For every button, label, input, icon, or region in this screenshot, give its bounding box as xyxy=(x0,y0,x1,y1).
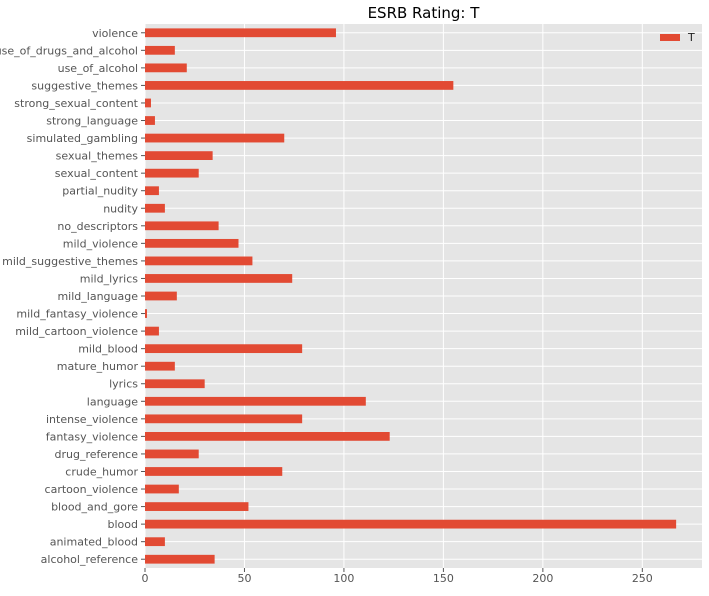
bar-language xyxy=(145,396,366,406)
bar-cartoon-violence xyxy=(145,484,179,494)
bar-mild-blood xyxy=(145,344,303,354)
legend-label: T xyxy=(687,31,695,44)
bar-partial-nudity xyxy=(145,186,159,196)
bar-simulated-gambling xyxy=(145,133,285,143)
y-tick-label: no_descriptors xyxy=(57,220,138,233)
x-tick-label: 100 xyxy=(333,572,354,585)
y-tick-label: intense_violence xyxy=(46,413,138,426)
bar-no-descriptors xyxy=(145,221,219,231)
y-tick-label: alcohol_reference xyxy=(41,553,139,566)
bar-suggestive-themes xyxy=(145,81,454,90)
y-tick-label: mild_lyrics xyxy=(80,272,139,285)
bar-strong-sexual-content xyxy=(145,98,151,108)
y-tick-label: simulated_gambling xyxy=(27,132,138,145)
x-tick-label: 150 xyxy=(433,572,454,585)
y-tick-label: lyrics xyxy=(109,378,138,391)
y-tick-label: animated_blood xyxy=(50,536,138,549)
y-tick-label: violence xyxy=(92,27,138,40)
x-tick-label: 250 xyxy=(632,572,653,585)
y-tick-label: strong_language xyxy=(46,115,138,128)
y-tick-label: crude_humor xyxy=(65,465,138,478)
x-tick-label: 50 xyxy=(237,572,251,585)
bar-fantasy-violence xyxy=(145,432,390,441)
bar-alcohol-reference xyxy=(145,554,215,564)
y-tick-label: cartoon_violence xyxy=(45,483,139,496)
bar-drug-reference xyxy=(145,449,199,459)
bar-mild-suggestive-themes xyxy=(145,256,253,266)
x-tick-label: 200 xyxy=(532,572,553,585)
bar-mild-violence xyxy=(145,238,239,248)
y-tick-label: mature_humor xyxy=(57,360,139,373)
y-tick-label: fantasy_violence xyxy=(46,430,139,443)
x-tick-labels: 0 50 100 150 200 250 xyxy=(142,568,653,585)
y-tick-label: blood xyxy=(108,518,138,531)
bar-mild-fantasy-violence xyxy=(145,309,147,318)
bar-strong-language xyxy=(145,116,155,125)
y-tick-label: use_of_drugs_and_alcohol xyxy=(0,44,138,57)
bar-crude-humor xyxy=(145,467,283,476)
bar-sexual-themes xyxy=(145,151,213,160)
y-tick-label: mild_fantasy_violence xyxy=(16,308,138,321)
bar-mild-lyrics xyxy=(145,274,293,283)
bar-blood-and-gore xyxy=(145,502,249,511)
y-tick-label: blood_and_gore xyxy=(51,501,138,514)
y-tick-label: mild_suggestive_themes xyxy=(2,255,138,268)
bar-use-of-alcohol xyxy=(145,63,187,73)
bar-mild-cartoon-violence xyxy=(145,326,159,336)
bar-animated-blood xyxy=(145,537,165,547)
y-tick-label: sexual_content xyxy=(55,167,139,180)
y-tick-label: sexual_themes xyxy=(56,150,139,163)
y-tick-label: partial_nudity xyxy=(62,185,138,198)
bar-intense-violence xyxy=(145,414,303,424)
legend-swatch xyxy=(660,34,680,41)
bars xyxy=(145,28,677,564)
y-tick-label: mild_blood xyxy=(78,343,138,356)
y-tick-label: nudity xyxy=(103,202,138,215)
y-tick-label: language xyxy=(87,395,138,408)
x-tick-label: 0 xyxy=(142,572,149,585)
y-tick-label: drug_reference xyxy=(55,448,139,461)
bar-sexual-content xyxy=(145,168,199,178)
y-tick-label: suggestive_themes xyxy=(31,79,138,92)
bar-lyrics xyxy=(145,379,205,389)
y-tick-label: use_of_alcohol xyxy=(58,62,138,75)
bar-mature-humor xyxy=(145,361,175,371)
bar-mild-language xyxy=(145,291,177,301)
bar-use-of-drugs-and-alcohol xyxy=(145,45,175,55)
bar-blood xyxy=(145,519,677,529)
y-tick-label: strong_sexual_content xyxy=(14,97,138,110)
y-tick-label: mild_language xyxy=(57,290,138,303)
chart-title: ESRB Rating: T xyxy=(368,4,481,22)
y-tick-label: mild_violence xyxy=(63,237,138,250)
bar-violence xyxy=(145,28,336,38)
y-tick-labels: violence use_of_drugs_and_alcohol use_of_a… xyxy=(0,27,145,566)
bar-nudity xyxy=(145,203,165,213)
y-tick-label: mild_cartoon_violence xyxy=(15,325,138,338)
legend: T xyxy=(660,31,695,44)
